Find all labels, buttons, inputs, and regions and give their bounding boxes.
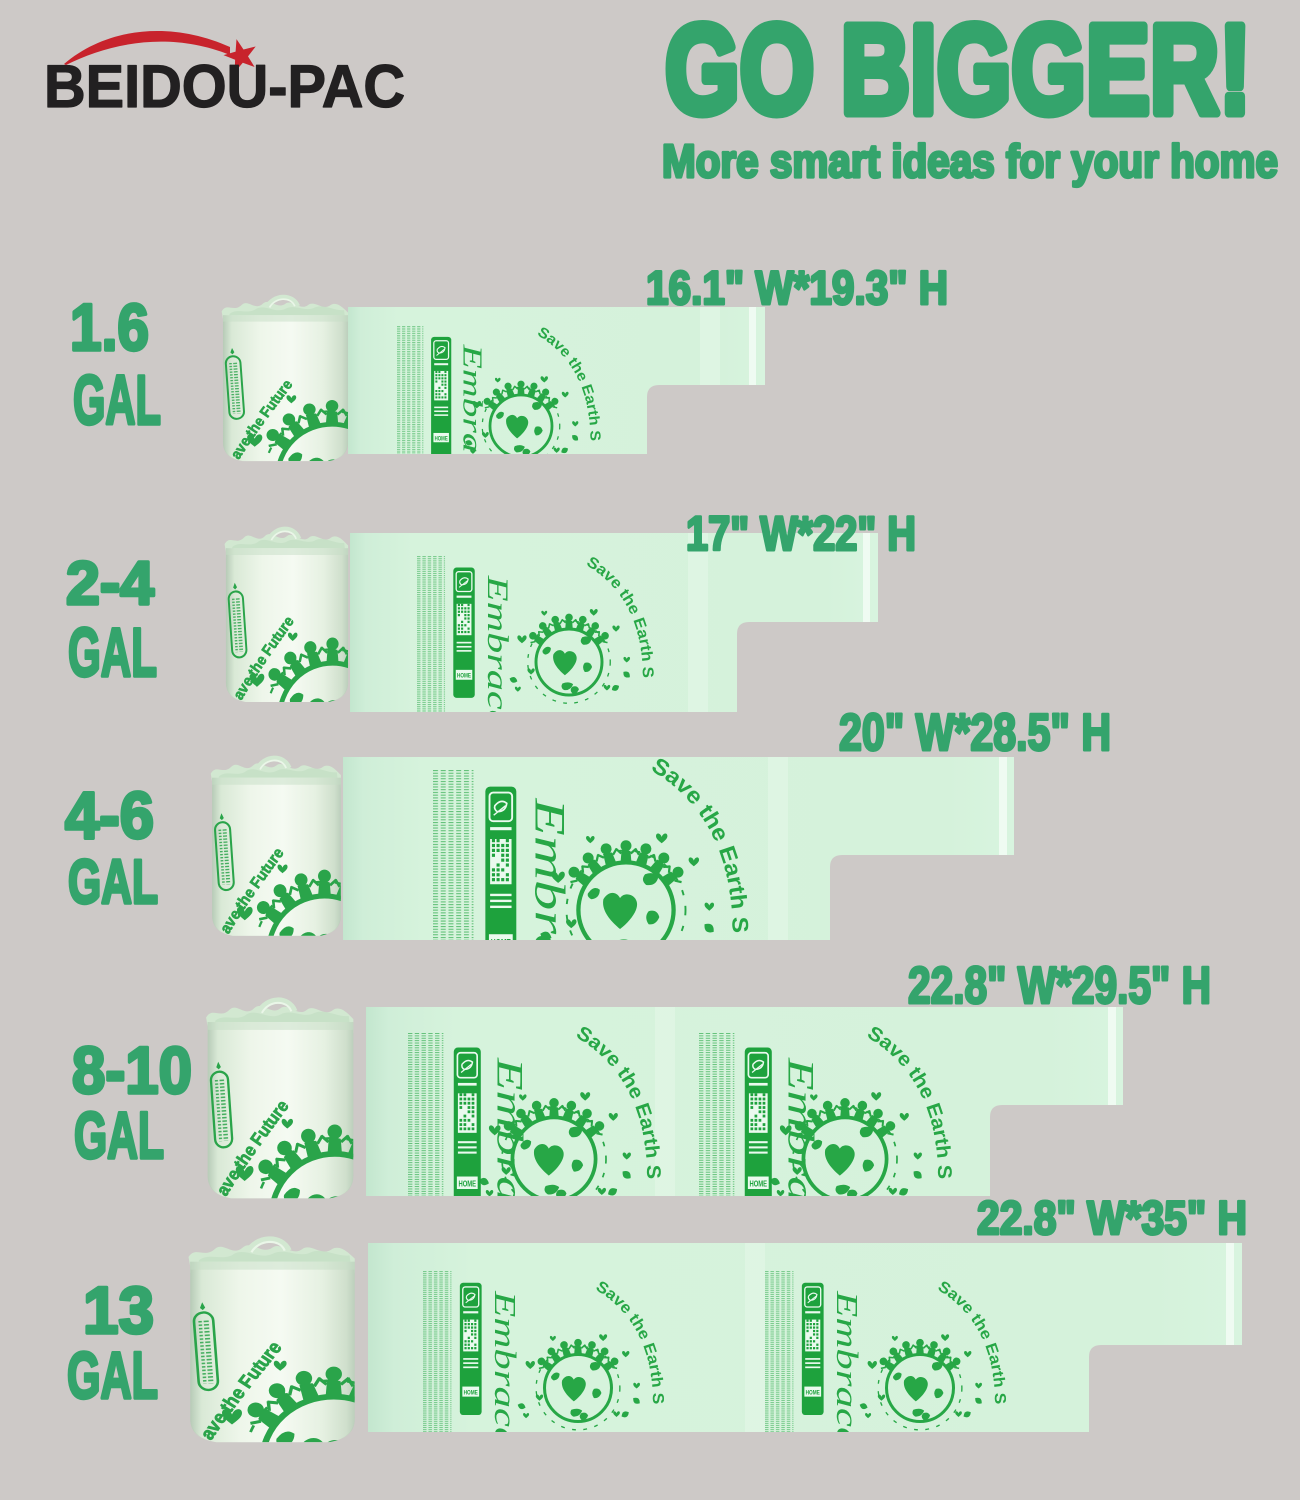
svg-text:GAL: GAL <box>73 361 161 439</box>
svg-text:4-6: 4-6 <box>65 778 154 852</box>
svg-text:GO BIGGER!: GO BIGGER! <box>665 0 1251 140</box>
svg-text:20" W*28.5" H: 20" W*28.5" H <box>839 704 1111 762</box>
svg-text:GAL: GAL <box>74 1098 164 1172</box>
svg-text:16.1" W*19.3" H: 16.1" W*19.3" H <box>646 261 948 314</box>
svg-text:1.6: 1.6 <box>70 290 149 364</box>
svg-text:BEIDOU-PAC: BEIDOU-PAC <box>44 53 405 120</box>
svg-text:22.8" W*29.5" H: 22.8" W*29.5" H <box>908 957 1211 1015</box>
svg-text:More smart ideas for your home: More smart ideas for your home <box>662 135 1278 187</box>
svg-text:8-10: 8-10 <box>72 1033 192 1107</box>
svg-text:GAL: GAL <box>68 614 157 691</box>
svg-text:GAL: GAL <box>67 1338 158 1412</box>
svg-text:2-4: 2-4 <box>66 549 154 617</box>
svg-text:17" W*22" H: 17" W*22" H <box>686 508 916 561</box>
svg-text:GAL: GAL <box>68 848 158 917</box>
svg-text:22.8" W*35" H: 22.8" W*35" H <box>977 1191 1247 1244</box>
svg-text:13: 13 <box>83 1273 154 1347</box>
